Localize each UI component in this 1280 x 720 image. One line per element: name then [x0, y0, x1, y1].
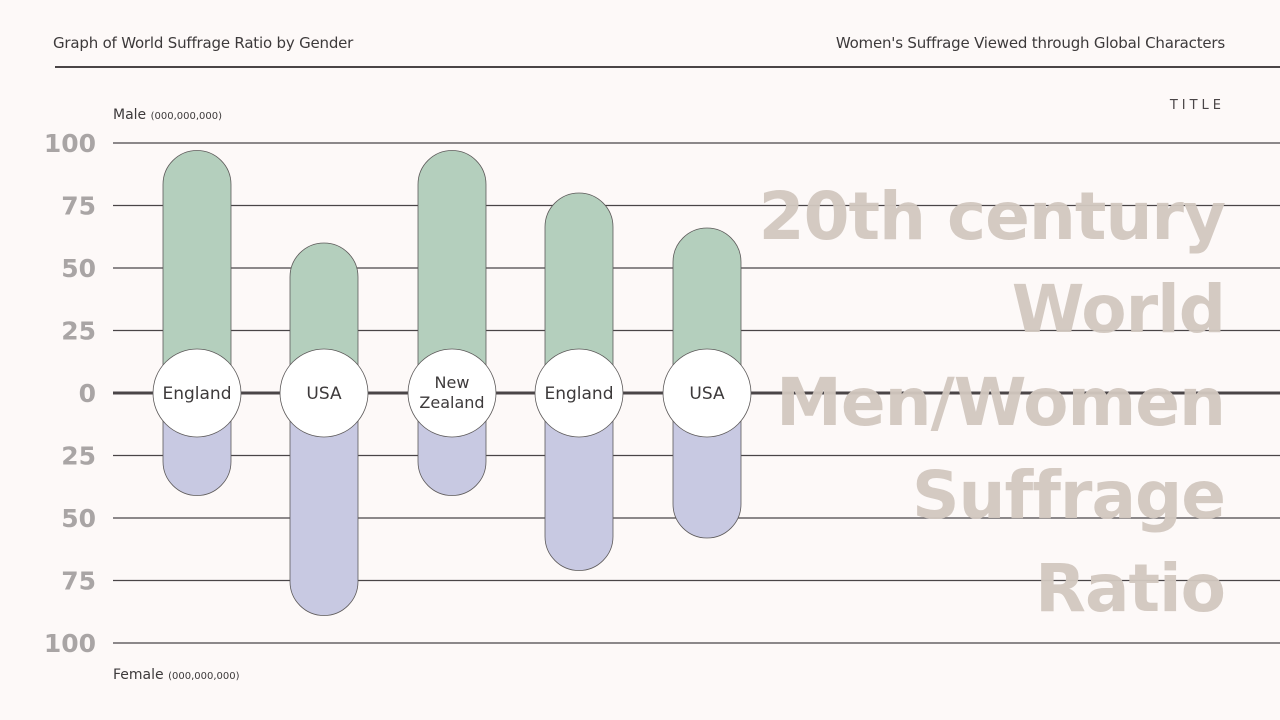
male-axis-caption: Male (000,000,000) — [113, 107, 222, 123]
male-axis-label: Male — [113, 107, 147, 123]
country-badge — [534, 348, 624, 438]
y-tick-label: 25 — [61, 317, 96, 346]
title-tag: TITLE — [1169, 98, 1225, 113]
big-title-line: 20th century — [758, 178, 1226, 255]
y-tick-label: 50 — [61, 254, 96, 283]
y-tick-label: 75 — [61, 192, 96, 221]
country-label: England — [162, 384, 231, 404]
country-badge — [662, 348, 752, 438]
big-title: 20th century World Men/Women Suffrage Ra… — [758, 170, 1226, 635]
male-axis-unit: (000,000,000) — [150, 111, 223, 122]
country-label: England — [544, 384, 613, 404]
male-bar — [544, 192, 614, 394]
female-axis-label: Female — [113, 667, 164, 683]
bar-group: USA — [662, 227, 752, 539]
big-title-line: World — [1011, 271, 1226, 348]
bar-group: USA — [279, 242, 369, 616]
chart-header-title: Graph of World Suffrage Ratio by Gender — [53, 34, 354, 52]
presentation-subtitle: Women's Suffrage Viewed through Global C… — [835, 34, 1225, 52]
country-badge — [407, 348, 497, 438]
bar-group: England — [534, 192, 624, 571]
country-label: USA — [689, 384, 725, 404]
country-label: Zealand — [419, 393, 484, 412]
header-divider — [55, 66, 1280, 68]
big-title-line: Suffrage — [911, 457, 1226, 534]
male-bar — [672, 227, 742, 394]
y-tick-label: 100 — [44, 629, 96, 658]
big-title-line: Ratio — [1035, 550, 1226, 627]
female-axis-unit: (000,000,000) — [168, 671, 240, 682]
y-tick-label: 50 — [61, 504, 96, 533]
male-bar — [162, 150, 232, 394]
y-tick-label: 0 — [79, 379, 96, 408]
female-axis-caption: Female (000,000,000) — [113, 667, 240, 683]
country-badge — [279, 348, 369, 438]
country-badge — [152, 348, 242, 438]
y-tick-label: 25 — [61, 442, 96, 471]
y-tick-label: 75 — [61, 567, 96, 596]
y-tick-label: 100 — [44, 129, 96, 158]
female-bar — [544, 392, 614, 571]
country-label: USA — [306, 384, 342, 404]
bar-group: England — [152, 150, 242, 496]
country-label: New — [435, 373, 470, 392]
female-bar — [289, 392, 359, 616]
y-axis-ticks: 100 75 50 25 0 25 50 75 100 — [44, 129, 96, 658]
male-bar — [417, 150, 487, 394]
big-title-line: Men/Women — [776, 364, 1226, 441]
